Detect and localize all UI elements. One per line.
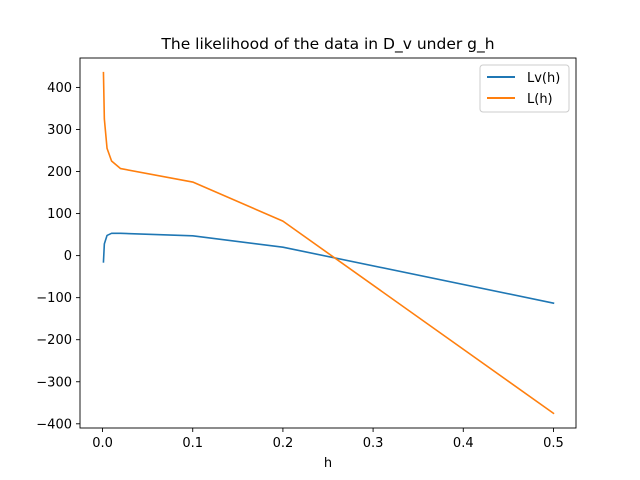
series-layer	[102, 71, 555, 415]
x-tick-label-1: 0.1	[182, 436, 203, 451]
x-axis-label: h	[324, 456, 332, 471]
plot-area	[80, 58, 576, 428]
x-tick-label-0: 0.0	[92, 436, 113, 451]
legend-label-lv: Lv(h)	[527, 71, 560, 86]
x-tick-label-2: 0.2	[273, 436, 294, 451]
y-tick-label-3: −100	[36, 291, 72, 306]
y-tick-label-8: 400	[47, 81, 72, 96]
y-tick-label-6: 200	[47, 165, 72, 180]
x-axis-ticks: 0.0 0.1 0.2 0.3 0.4 0.5	[92, 428, 564, 451]
y-tick-label-2: −200	[36, 333, 72, 348]
y-tick-label-1: −300	[36, 375, 72, 390]
plot-frame	[79, 57, 577, 429]
x-tick-label-5: 0.5	[543, 436, 564, 451]
y-axis-ticks: −400 −300 −200 −100 0 100 200 300 400	[36, 81, 80, 432]
x-tick-label-3: 0.3	[363, 436, 384, 451]
legend: Lv(h) L(h)	[479, 64, 570, 113]
y-tick-label-0: −400	[36, 417, 72, 432]
y-tick-label-7: 300	[47, 123, 72, 138]
x-tick-label-4: 0.4	[453, 436, 474, 451]
y-tick-label-4: 0	[64, 249, 72, 264]
series-line-1	[102, 71, 555, 415]
chart-title: The likelihood of the data in D_v under …	[160, 35, 494, 54]
series-line-0	[102, 232, 555, 305]
y-tick-label-5: 100	[47, 207, 72, 222]
legend-label-l: L(h)	[527, 92, 553, 107]
